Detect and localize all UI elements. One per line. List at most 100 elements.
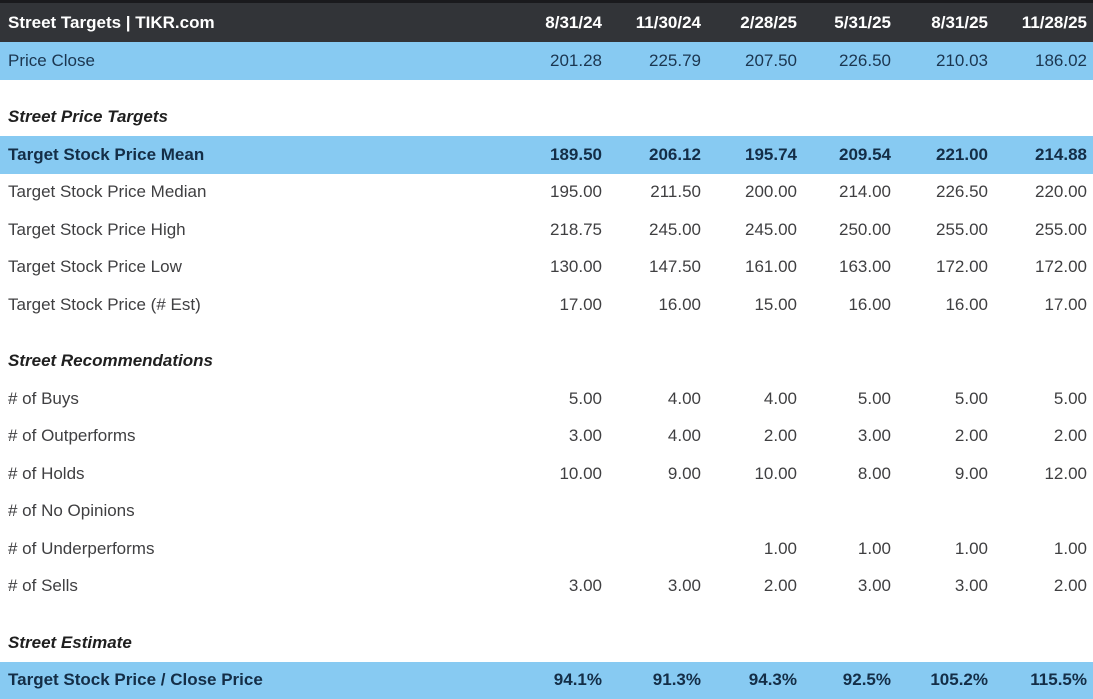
table-row: Price Close 201.28 225.79 207.50 226.50 210.0… bbox=[0, 42, 1093, 80]
cell-value: 200.00 bbox=[745, 182, 797, 202]
table-row: # of Buys 5.00 4.00 4.00 5.00 5.00 5.00 bbox=[0, 380, 1093, 418]
column-header: 5/31/25 bbox=[834, 12, 891, 32]
table-row: Target Stock Price Median 195.00 211.50 200… bbox=[0, 174, 1093, 212]
cell-value: 161.00 bbox=[745, 257, 797, 277]
cell-value: 255.00 bbox=[936, 219, 988, 239]
table-row: Target Stock Price / Close Price 94.1% 91.… bbox=[0, 661, 1093, 699]
column-header: 8/31/25 bbox=[931, 12, 988, 32]
section-header-row: Street Recommendations bbox=[0, 343, 1093, 381]
row-label: # of Sells bbox=[8, 576, 78, 596]
cell-value: 209.54 bbox=[839, 144, 891, 164]
cell-value: 9.00 bbox=[954, 463, 988, 483]
cell-value: 214.00 bbox=[839, 182, 891, 202]
cell-value: 94.3% bbox=[748, 670, 797, 690]
table-row: Target Stock Price High 218.75 245.00 245.0… bbox=[0, 211, 1093, 249]
cell-value: 17.00 bbox=[559, 294, 602, 314]
table-title: Street Targets | TIKR.com bbox=[8, 12, 215, 32]
cell-value: 9.00 bbox=[667, 463, 701, 483]
table-row: # of Holds 10.00 9.00 10.00 8.00 9.00 12.00 bbox=[0, 455, 1093, 493]
cell-value: 115.5% bbox=[1030, 670, 1087, 690]
table-body: Price Close 201.28 225.79 207.50 226.50 210.0… bbox=[0, 42, 1093, 699]
cell-value: 8.00 bbox=[857, 463, 891, 483]
row-label: Target Stock Price Low bbox=[8, 257, 182, 277]
cell-value: 211.50 bbox=[650, 182, 701, 202]
cell-value: 210.03 bbox=[936, 50, 988, 70]
cell-value: 172.00 bbox=[936, 257, 988, 277]
row-label: # of No Opinions bbox=[8, 501, 135, 521]
cell-value: 226.50 bbox=[936, 182, 988, 202]
row-label: # of Outperforms bbox=[8, 426, 136, 446]
cell-value: 2.00 bbox=[1053, 576, 1087, 596]
cell-value: 91.3% bbox=[652, 670, 701, 690]
column-header: 8/31/24 bbox=[545, 12, 602, 32]
cell-value: 16.00 bbox=[945, 294, 988, 314]
cell-value: 12.00 bbox=[1044, 463, 1087, 483]
cell-value: 4.00 bbox=[667, 388, 701, 408]
cell-value: 206.12 bbox=[649, 144, 701, 164]
cell-value: 2.00 bbox=[1053, 426, 1087, 446]
cell-value: 10.00 bbox=[559, 463, 602, 483]
cell-value: 1.00 bbox=[1053, 538, 1087, 558]
cell-value: 207.50 bbox=[745, 50, 797, 70]
column-header: 11/30/24 bbox=[635, 12, 701, 32]
table-row: Target Stock Price Low 130.00 147.50 161.00… bbox=[0, 249, 1093, 287]
table-row: # of Sells 3.00 3.00 2.00 3.00 3.00 2.00 bbox=[0, 568, 1093, 606]
table-row: # of Underperforms 1.00 1.00 1.00 1.00 bbox=[0, 530, 1093, 568]
row-label: Target Stock Price (# Est) bbox=[8, 294, 201, 314]
cell-value: 163.00 bbox=[839, 257, 891, 277]
cell-value: 214.88 bbox=[1035, 144, 1087, 164]
column-header: 2/28/25 bbox=[740, 12, 797, 32]
table-row: Target Stock Price (# Est) 17.00 16.00 15.0… bbox=[0, 286, 1093, 324]
cell-value: 1.00 bbox=[763, 538, 797, 558]
cell-value: 5.00 bbox=[954, 388, 988, 408]
row-label: Target Stock Price Mean bbox=[8, 144, 205, 164]
cell-value: 245.00 bbox=[649, 219, 701, 239]
cell-value: 5.00 bbox=[857, 388, 891, 408]
row-label: # of Buys bbox=[8, 388, 79, 408]
cell-value: 15.00 bbox=[754, 294, 797, 314]
row-label: Price Close bbox=[8, 50, 95, 70]
cell-value: 218.75 bbox=[550, 219, 602, 239]
cell-value: 245.00 bbox=[745, 219, 797, 239]
cell-value: 201.28 bbox=[550, 50, 602, 70]
cell-value: 186.02 bbox=[1035, 50, 1087, 70]
cell-value: 92.5% bbox=[842, 670, 891, 690]
row-label: # of Holds bbox=[8, 463, 85, 483]
cell-value: 2.00 bbox=[763, 426, 797, 446]
cell-value: 255.00 bbox=[1035, 219, 1087, 239]
cell-value: 195.00 bbox=[550, 182, 602, 202]
cell-value: 10.00 bbox=[754, 463, 797, 483]
cell-value: 225.79 bbox=[649, 50, 701, 70]
cell-value: 195.74 bbox=[745, 144, 797, 164]
cell-value: 1.00 bbox=[857, 538, 891, 558]
cell-value: 16.00 bbox=[848, 294, 891, 314]
cell-value: 226.50 bbox=[839, 50, 891, 70]
section-title: Street Recommendations bbox=[8, 351, 213, 371]
cell-value: 250.00 bbox=[839, 219, 891, 239]
cell-value: 221.00 bbox=[936, 144, 988, 164]
spacer-row bbox=[0, 605, 1093, 624]
row-label: Target Stock Price High bbox=[8, 219, 186, 239]
cell-value: 130.00 bbox=[550, 257, 602, 277]
row-label: Target Stock Price / Close Price bbox=[8, 670, 263, 690]
cell-value: 3.00 bbox=[857, 576, 891, 596]
section-title: Street Price Targets bbox=[8, 107, 168, 127]
cell-value: 1.00 bbox=[954, 538, 988, 558]
spacer-row bbox=[0, 80, 1093, 99]
cell-value: 189.50 bbox=[550, 144, 602, 164]
cell-value: 4.00 bbox=[667, 426, 701, 446]
cell-value: 147.50 bbox=[649, 257, 701, 277]
row-label: Target Stock Price Median bbox=[8, 182, 207, 202]
column-header: 11/28/25 bbox=[1021, 12, 1087, 32]
table-header-row: Street Targets | TIKR.com 8/31/24 11/30/2… bbox=[0, 0, 1093, 42]
cell-value: 5.00 bbox=[1053, 388, 1087, 408]
cell-value: 2.00 bbox=[763, 576, 797, 596]
cell-value: 5.00 bbox=[568, 388, 602, 408]
table-row: # of No Opinions bbox=[0, 493, 1093, 531]
table-row: Target Stock Price Mean 189.50 206.12 195.7… bbox=[0, 136, 1093, 174]
section-header-row: Street Price Targets bbox=[0, 99, 1093, 137]
section-header-row: Street Estimate bbox=[0, 624, 1093, 662]
cell-value: 3.00 bbox=[857, 426, 891, 446]
cell-value: 220.00 bbox=[1035, 182, 1087, 202]
